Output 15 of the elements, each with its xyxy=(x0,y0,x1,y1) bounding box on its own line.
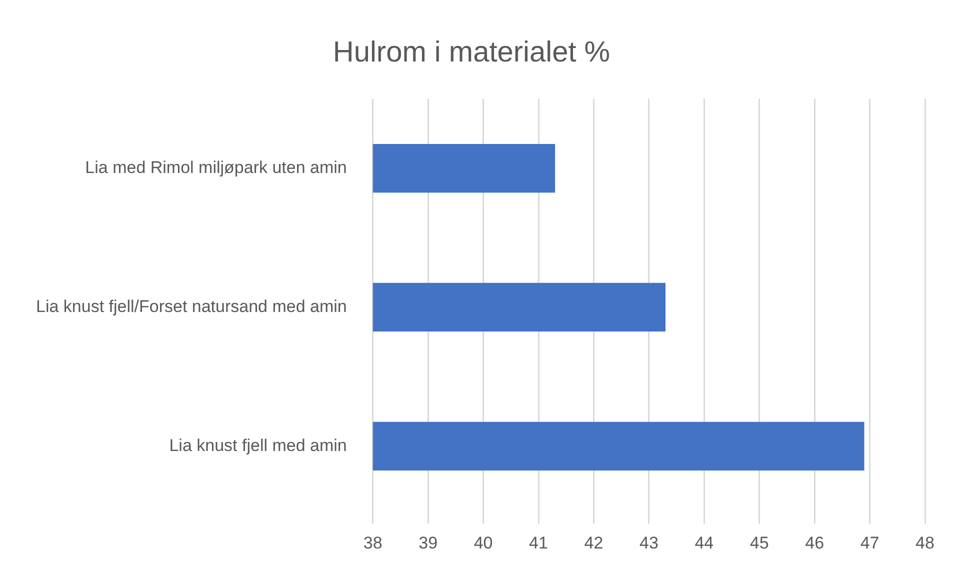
x-tick-label: 45 xyxy=(750,533,769,552)
x-tick-label: 38 xyxy=(363,533,382,552)
x-tick-label: 47 xyxy=(860,533,880,552)
x-tick-label: 44 xyxy=(694,533,714,552)
x-tick-label: 39 xyxy=(418,533,438,552)
y-tick-label: Lia med Rimol miljøpark uten amin xyxy=(85,158,347,177)
y-tick-label: Lia knust fjell med amin xyxy=(169,436,347,455)
y-tick-label: Lia knust fjell/Forset natursand med amin xyxy=(36,296,347,316)
x-tick-label: 43 xyxy=(639,533,658,552)
x-tick-label: 48 xyxy=(916,533,934,552)
chart-title: Hulrom i materialet % xyxy=(332,36,610,68)
x-tick-label: 46 xyxy=(805,533,824,552)
x-tick-label: 40 xyxy=(474,533,493,552)
x-tick-label: 41 xyxy=(529,533,548,552)
x-tick-label: 42 xyxy=(584,533,604,552)
